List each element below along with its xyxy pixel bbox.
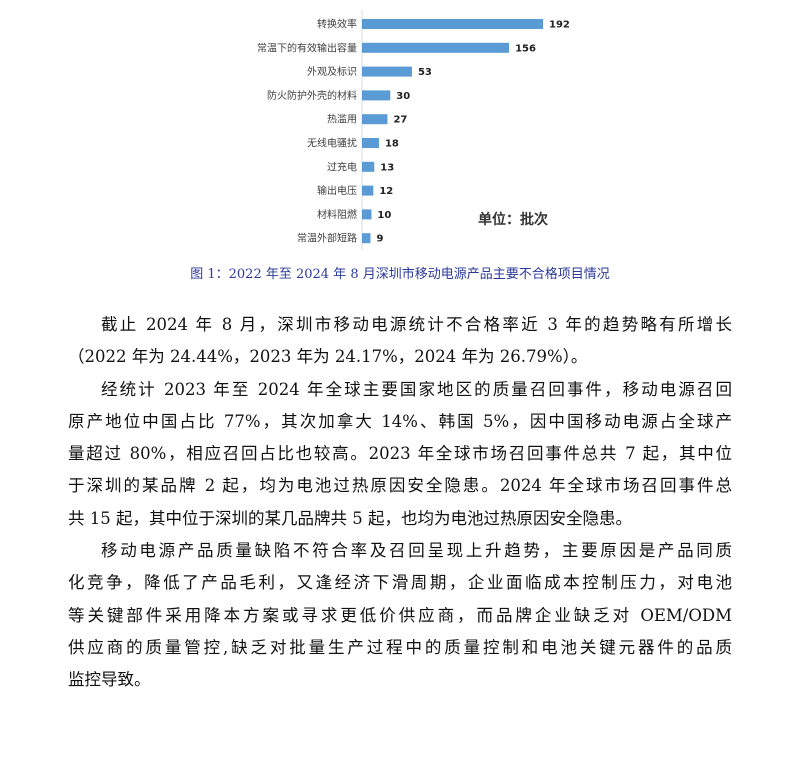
category-label: 过充电 [327,160,357,173]
text-line: 原产地位中国占比 77%，其次加拿大 14%、韩国 5%，因中国移动电源占全球产 [68,411,732,431]
value-label: 27 [393,115,407,126]
text-line: 移动电源产品质量缺陷不符合率及召回呈现上升趋势，主要原因是产品同质 [101,541,732,561]
category-label: 外观及标识 [307,66,357,78]
text-line: 量超过 80%，相应召回占比也较高。2023 年全球市场召回事件总共 7 起，其… [68,444,732,464]
bar [362,90,391,101]
value-label: 10 [377,210,391,221]
bar [362,185,374,196]
category-label: 输出电压 [317,184,357,197]
category-label: 防火防护外壳的材料 [267,89,357,102]
text-line: （2022 年为 24.44%，2023 年为 24.17%，2024 年为 2… [68,347,588,367]
value-label: 13 [380,162,394,173]
value-label: 156 [515,43,536,54]
bar [362,66,412,77]
value-label: 18 [385,139,399,150]
bar [362,42,510,53]
paragraph: 截止 2024 年 8 月，深圳市移动电源统计不合格率近 3 年的趋势略有所增长… [68,309,732,374]
bar [362,233,371,244]
value-label: 9 [376,234,383,245]
category-label: 常温外部短路 [297,232,357,245]
text-line: 供应商的质量管控,缺乏对批量生产过程中的质量控制和电池关键元器件的品质 [68,637,732,657]
category-label: 无线电骚扰 [307,137,357,150]
text-line: 截止 2024 年 8 月，深圳市移动电源统计不合格率近 3 年的趋势略有所增长 [101,315,732,334]
paragraph: 移动电源产品质量缺陷不符合率及召回呈现上升趋势，主要原因是产品同质化竞争，降低了… [68,535,732,696]
text-line: 于深圳的某品牌 2 起，均为电池过热原因安全隐患。2024 年全球市场召回事件总 [68,476,732,496]
bar [362,114,388,125]
defect-bar-chart: 转换效率 192 常温下的有效输出容量 156 外观及标识 53 防火防护外壳的材料 30 热滥… [257,10,570,250]
bar [362,161,375,172]
figure-caption: 图 1：2022 年至 2024 年 8 月深圳市移动电源产品主要不合格项目情况 [190,267,610,282]
value-label: 30 [396,91,410,102]
bar [362,138,379,148]
category-label: 常温下的有效输出容量 [257,41,357,54]
chart-unit-label: 单位：批次 [478,212,548,228]
category-label: 热滥用 [327,113,357,126]
text-line: 共 15 起，其中位于深圳的某几品牌共 5 起，也均为电池过热原因安全隐患。 [68,508,632,528]
bar [362,19,543,29]
category-label: 转换效率 [317,18,357,31]
text-line: 化竞争，降低了产品毛利，又逢经济下滑周期，企业面临成本控制压力，对电池 [68,573,732,593]
text-line: 经统计 2023 年至 2024 年全球主要国家地区的质量召回事件，移动电源召回 [101,379,732,399]
text-line: 监控导致。 [68,670,151,690]
body-text: 截止 2024 年 8 月，深圳市移动电源统计不合格率近 3 年的趋势略有所增长… [68,309,732,697]
value-label: 192 [549,20,570,31]
text-line: 等关键部件采用降本方案或寻求更低价供应商，而品牌企业缺乏对 OEM/ODM [68,605,732,625]
value-label: 53 [418,67,432,78]
category-label: 材料阻燃 [317,208,357,221]
bar [362,209,372,220]
value-label: 12 [379,186,393,197]
paragraph: 经统计 2023 年至 2024 年全球主要国家地区的质量召回事件，移动电源召回… [68,374,732,535]
